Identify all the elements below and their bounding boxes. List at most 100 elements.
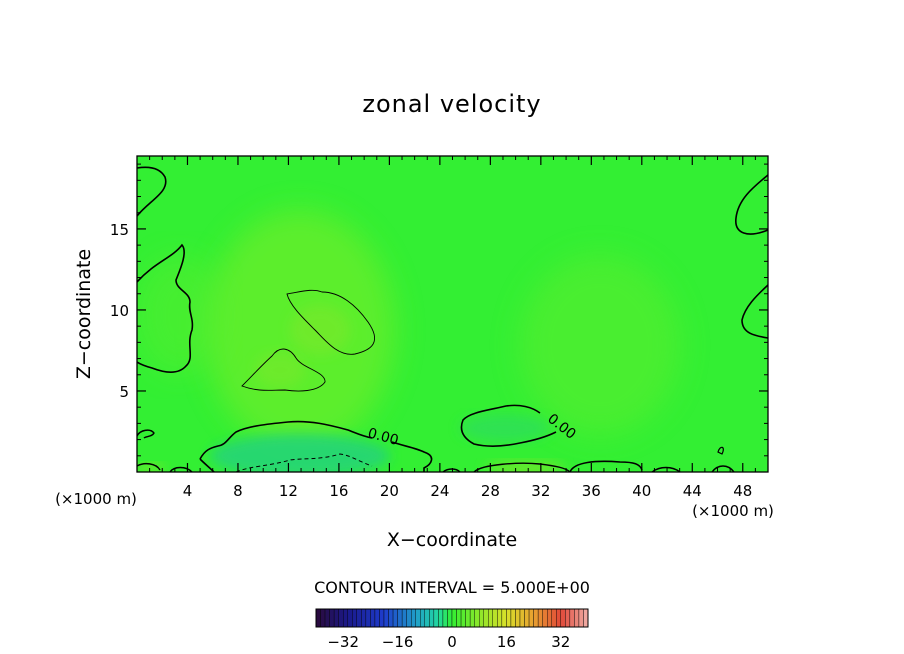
colorbar-cell	[401, 608, 407, 628]
colorbar-cell	[374, 608, 380, 628]
colorbar-cell	[415, 608, 421, 628]
colorbar-cell	[515, 608, 521, 628]
x-tick-label: 4	[183, 482, 193, 500]
colorbar-cell	[420, 608, 425, 628]
colorbar-cell	[338, 608, 344, 628]
colorbar-cell	[438, 608, 444, 628]
x-tick-label: 32	[531, 482, 550, 500]
contour-zero-topleft	[137, 166, 167, 217]
max-region-upper	[290, 305, 350, 355]
min-region-east	[460, 414, 550, 442]
y-axis-ticks: 5 10 15	[110, 163, 768, 457]
colorbar-cell	[492, 608, 498, 628]
colorbar-cell	[524, 608, 530, 628]
x-tick-label: 44	[683, 482, 702, 500]
colorbar	[315, 608, 589, 628]
colorbar-cell	[343, 608, 348, 628]
x-tick-label: 48	[733, 482, 752, 500]
surface-yellow-left	[137, 463, 165, 472]
colorbar-tick-labels: −32 −16 0 16 32	[327, 633, 570, 651]
y-tick-label: 5	[119, 383, 129, 401]
contour-zero-tiny	[717, 446, 724, 455]
colorbar-cell	[519, 608, 525, 628]
contour-interval-text: CONTOUR INTERVAL = 5.000E+00	[314, 578, 590, 597]
colorbar-cell	[451, 608, 457, 628]
colorbar-cell	[347, 608, 353, 628]
colorbar-cell	[551, 608, 557, 628]
contour-zero-small-left	[137, 429, 155, 439]
contour-zero-left	[137, 243, 194, 374]
heatmap-field: 0.00 0.00	[137, 156, 768, 472]
colorbar-cell	[583, 608, 589, 628]
x-axis-ticks: 4 8 12 16 20 24 28 32 36 40 44 48	[149, 156, 756, 500]
colorbar-cell	[406, 608, 412, 628]
colorbar-cell	[383, 608, 389, 628]
contour-lines	[137, 166, 768, 472]
colorbar-cell	[447, 608, 453, 628]
colorbar-cell	[578, 608, 584, 628]
colorbar-cell	[329, 608, 335, 628]
colorbar-cell	[488, 608, 493, 628]
colorbar-cell	[315, 608, 321, 628]
x-tick-label: 16	[329, 482, 348, 500]
x-tick-label: 20	[380, 482, 399, 500]
colorbar-tick-label: 16	[497, 633, 516, 651]
contour-positive-upper	[286, 289, 375, 355]
light-region-left	[137, 255, 225, 375]
colorbar-cell	[565, 608, 571, 628]
x-tick-label: 28	[481, 482, 500, 500]
colorbar-cell	[352, 608, 357, 628]
contour-negative-surface	[235, 453, 373, 472]
colorbar-cell	[533, 608, 539, 628]
colorbar-cell	[442, 608, 448, 628]
x-axis-label: X−coordinate	[387, 529, 517, 551]
contour-zero-lower-west	[199, 420, 433, 472]
colorbar-cell	[465, 608, 471, 628]
contour-label-west: 0.00	[366, 425, 400, 449]
x-tick-label: 36	[582, 482, 601, 500]
chart-title: zonal velocity	[362, 90, 541, 118]
colorbar-tick-label: 0	[447, 633, 457, 651]
colorbar-cell	[424, 608, 430, 628]
x-tick-label: 8	[233, 482, 243, 500]
colorbar-cell	[324, 608, 330, 628]
contour-zero-surface-b	[169, 466, 193, 472]
colorbar-cell	[379, 608, 385, 628]
colorbar-cell	[469, 608, 475, 628]
colorbar-cell	[397, 608, 403, 628]
colorbar-cell	[460, 608, 466, 628]
contour-zero-surface-d	[473, 462, 571, 472]
colorbar-cell	[411, 608, 416, 628]
min-region-surface	[210, 434, 390, 472]
contour-positive-lower	[241, 348, 326, 392]
colorbar-cell	[356, 608, 362, 628]
colorbar-cell	[560, 608, 566, 628]
colorbar-cell	[365, 608, 371, 628]
colorbar-cell	[556, 608, 561, 628]
colorbar-cell	[497, 608, 503, 628]
colorbar-tick-label: −16	[382, 633, 414, 651]
colorbar-cell	[547, 608, 552, 628]
x-unit-left: (×1000 m)	[55, 490, 137, 508]
colorbar-cell	[528, 608, 534, 628]
colorbar-cell	[361, 608, 367, 628]
x-tick-label: 40	[632, 482, 651, 500]
colorbar-cell	[474, 608, 480, 628]
contour-zero-topright	[735, 174, 768, 235]
y-tick-label: 15	[110, 221, 129, 239]
colorbar-cell	[370, 608, 376, 628]
colorbar-cell	[392, 608, 398, 628]
x-tick-label: 12	[279, 482, 298, 500]
colorbar-cell	[483, 608, 489, 628]
colorbar-cell	[479, 608, 484, 628]
colorbar-cell	[333, 608, 339, 628]
colorbar-cell	[429, 608, 435, 628]
colorbar-cell	[388, 608, 394, 628]
colorbar-cell	[510, 608, 516, 628]
light-region-east	[520, 255, 680, 435]
colorbar-cell	[506, 608, 512, 628]
y-axis-label: Z−coordinate	[73, 249, 95, 379]
colorbar-cell	[433, 608, 439, 628]
colorbar-cell	[537, 608, 543, 628]
